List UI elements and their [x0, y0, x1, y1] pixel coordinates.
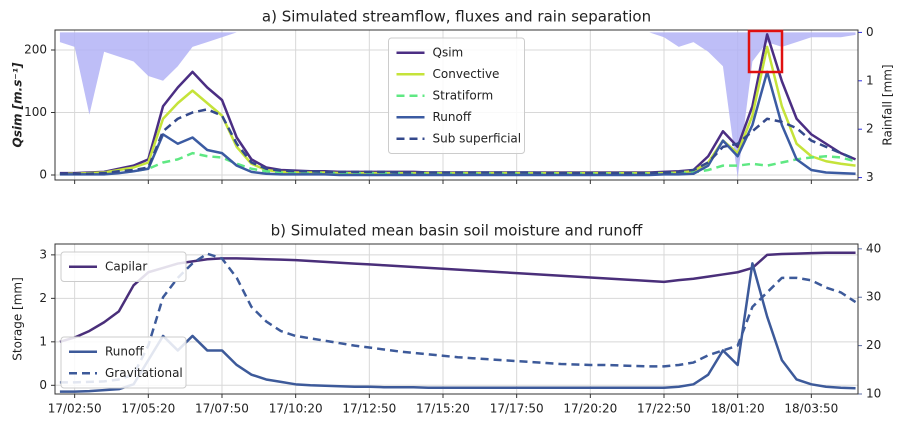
rain-area	[59, 32, 856, 178]
y-tick-label: 200	[24, 43, 47, 57]
x-tick-label: 17/10:20	[269, 402, 323, 416]
y-axis-label: Storage [mm]	[11, 277, 25, 361]
legend-label: Qsim	[433, 45, 464, 59]
legend-label: Gravitational	[105, 366, 183, 380]
x-tick-label: 17/12:50	[342, 402, 396, 416]
plot-frame	[54, 243, 859, 395]
y2-tick-label: 30	[866, 290, 881, 304]
y-tick-label: 0	[39, 378, 47, 392]
legend-label: Runoff	[105, 344, 144, 358]
series-line	[59, 70, 856, 177]
y2-tick-label: 40	[866, 241, 881, 255]
y-tick-label: 3	[39, 247, 47, 261]
legend-label: Capilar	[105, 259, 147, 273]
x-tick-label: 17/17:50	[490, 402, 544, 416]
y2-tick-label: 2	[866, 122, 874, 136]
series-line	[59, 108, 857, 175]
legend-label: Stratiform	[433, 88, 494, 102]
x-tick-label: 17/02:50	[48, 402, 102, 416]
highlight-box	[747, 29, 784, 74]
x-tick-label: 17/07:50	[195, 402, 249, 416]
y2-tick-label: 1	[866, 73, 874, 87]
legend-box	[60, 336, 187, 389]
x-tick-label: 17/15:20	[416, 402, 470, 416]
x-tick-label: 18/01:20	[711, 402, 765, 416]
chart-title: a) Simulated streamflow, fluxes and rain…	[262, 8, 651, 26]
legend-box	[60, 251, 187, 282]
chart-b: b) Simulated mean basin soil moisture an…	[11, 222, 882, 416]
legend-label: Convective	[433, 67, 500, 81]
chart-title: b) Simulated mean basin soil moisture an…	[271, 222, 643, 240]
legend-box	[388, 37, 525, 154]
chart-a: a) Simulated streamflow, fluxes and rain…	[11, 8, 895, 185]
y-tick-label: 1	[39, 334, 47, 348]
series-line	[59, 251, 856, 344]
series-line	[59, 262, 856, 393]
x-tick-label: 17/22:50	[637, 402, 691, 416]
x-tick-label: 17/05:20	[121, 402, 175, 416]
y2-tick-label: 0	[866, 25, 874, 39]
plot-frame	[54, 29, 859, 181]
legend-label: Sub superficial	[433, 131, 522, 145]
y-tick-label: 100	[24, 105, 47, 119]
y2-tick-label: 10	[866, 387, 881, 401]
x-tick-label: 17/20:20	[563, 402, 617, 416]
series-line	[59, 252, 857, 384]
legend-label: Runoff	[433, 110, 472, 124]
y-tick-label: 0	[39, 168, 47, 182]
y2-axis-label: Rainfall [mm]	[881, 64, 895, 145]
y-axis-label: Qsim [m.s⁻¹]	[11, 62, 25, 147]
x-tick-label: 18/03:50	[784, 402, 838, 416]
y-tick-label: 2	[39, 291, 47, 305]
y2-tick-label: 3	[866, 170, 874, 184]
y2-tick-label: 20	[866, 338, 881, 352]
